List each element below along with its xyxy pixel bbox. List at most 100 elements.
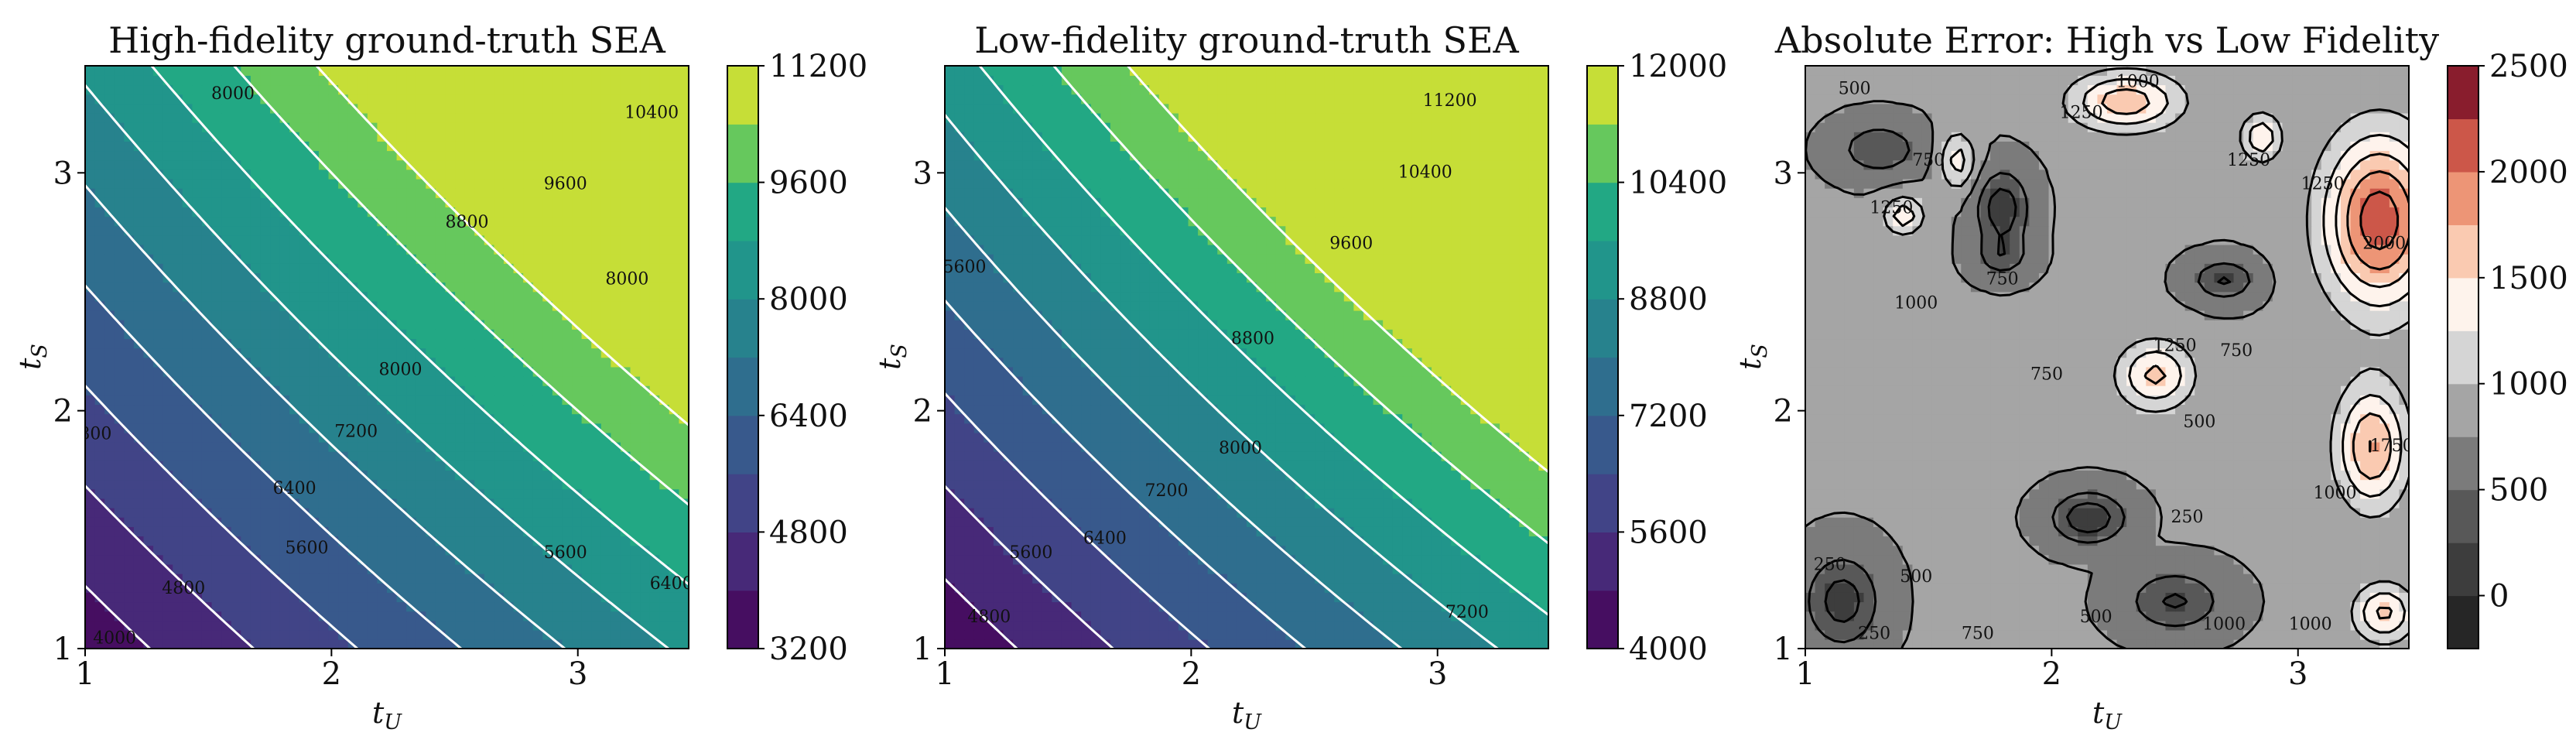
contour-cell bbox=[270, 132, 281, 142]
contour-cell bbox=[1315, 507, 1326, 518]
contour-cell bbox=[532, 310, 544, 320]
contour-cell bbox=[250, 536, 262, 546]
contour-cell bbox=[552, 169, 563, 180]
contour-cell bbox=[503, 536, 515, 546]
contour-cell bbox=[513, 122, 524, 132]
contour-cell bbox=[289, 601, 300, 612]
contour-cell bbox=[1528, 536, 1540, 546]
contour-cell bbox=[133, 272, 145, 283]
contour-cell bbox=[435, 216, 446, 227]
contour-cell bbox=[679, 639, 689, 649]
contour-cell bbox=[649, 432, 661, 443]
contour-cell bbox=[640, 169, 651, 180]
contour-cell bbox=[241, 207, 251, 217]
contour-cell bbox=[426, 310, 436, 320]
contour-cell bbox=[270, 225, 281, 236]
contour-cell bbox=[611, 338, 621, 349]
contour-cell bbox=[1013, 507, 1024, 518]
contour-cell bbox=[104, 545, 115, 556]
contour-cell bbox=[474, 94, 485, 104]
contour-cell bbox=[133, 282, 145, 293]
contour-cell bbox=[94, 132, 105, 142]
contour-cell bbox=[1139, 488, 1150, 499]
contour-cell bbox=[406, 141, 417, 152]
contour-cell bbox=[611, 498, 621, 508]
contour-cell bbox=[250, 159, 262, 170]
contour-cell bbox=[659, 413, 670, 424]
contour-cell bbox=[328, 112, 339, 123]
contour-cell bbox=[513, 375, 524, 386]
contour-cell bbox=[104, 554, 115, 565]
contour-cell bbox=[260, 592, 271, 603]
contour-cell bbox=[289, 291, 300, 302]
contour-cell bbox=[406, 169, 417, 180]
contour-cell bbox=[124, 150, 135, 161]
contour-cell bbox=[192, 197, 203, 207]
contour-cell bbox=[455, 141, 466, 152]
contour-cell bbox=[1217, 629, 1228, 640]
contour-cell bbox=[1324, 629, 1336, 640]
contour-cell bbox=[279, 404, 290, 415]
contour-cell bbox=[173, 601, 183, 612]
contour-cell bbox=[347, 122, 359, 132]
contour-cell bbox=[1071, 573, 1082, 584]
contour-cell bbox=[611, 197, 621, 207]
contour-cell bbox=[1188, 488, 1199, 499]
contour-cell bbox=[649, 178, 661, 189]
contour-cell bbox=[494, 103, 505, 114]
contour-cell bbox=[309, 310, 320, 320]
contour-cell bbox=[591, 150, 602, 161]
contour-cell bbox=[1266, 573, 1277, 584]
contour-cell bbox=[679, 479, 689, 490]
contour-cell bbox=[455, 450, 466, 461]
contour-cell bbox=[406, 395, 417, 406]
contour-cell bbox=[241, 573, 251, 584]
contour-cell bbox=[455, 554, 466, 565]
contour-cell bbox=[396, 178, 407, 189]
contour-cell bbox=[192, 159, 203, 170]
contour-cell bbox=[494, 507, 505, 518]
contour-cell bbox=[250, 554, 262, 565]
contour-cell bbox=[455, 611, 466, 621]
contour-line bbox=[85, 184, 566, 649]
contour-cell bbox=[231, 601, 242, 612]
contour-cell bbox=[357, 479, 368, 490]
contour-cell bbox=[94, 629, 105, 640]
contour-cell bbox=[464, 141, 476, 152]
contour-cell bbox=[1168, 488, 1179, 499]
contour-cell bbox=[572, 545, 583, 556]
contour-cell bbox=[260, 629, 271, 640]
contour-cell bbox=[279, 461, 290, 471]
contour-cell bbox=[426, 244, 436, 255]
contour-cell bbox=[182, 66, 193, 76]
contour-cell bbox=[201, 150, 213, 161]
contour-cell bbox=[1198, 563, 1209, 574]
contour-cell bbox=[299, 103, 310, 114]
contour-cell bbox=[464, 272, 476, 283]
contour-cell bbox=[1139, 507, 1150, 518]
contour-cell bbox=[338, 197, 349, 207]
contour-cell bbox=[1178, 498, 1189, 508]
contour-cell bbox=[338, 310, 349, 320]
contour-cell bbox=[367, 348, 378, 358]
contour-cell bbox=[513, 66, 524, 76]
contour-cell bbox=[1402, 601, 1413, 612]
contour-cell bbox=[85, 197, 96, 207]
contour-cell bbox=[600, 620, 612, 631]
contour-cell bbox=[523, 169, 534, 180]
contour-cell bbox=[679, 225, 689, 236]
contour-cell bbox=[143, 187, 154, 198]
contour-cell bbox=[993, 526, 1004, 537]
contour-cell bbox=[562, 498, 573, 508]
contour-cell bbox=[367, 639, 378, 649]
contour-cell bbox=[114, 582, 125, 593]
contour-cell bbox=[523, 498, 534, 508]
contour-cell bbox=[162, 536, 174, 546]
contour-cell bbox=[289, 169, 300, 180]
contour-cell bbox=[630, 404, 641, 415]
contour-cell bbox=[318, 272, 330, 283]
contour-cell bbox=[377, 187, 388, 198]
contour-cell bbox=[1237, 582, 1247, 593]
contour-cell bbox=[406, 291, 417, 302]
contour-cell bbox=[1509, 526, 1521, 537]
